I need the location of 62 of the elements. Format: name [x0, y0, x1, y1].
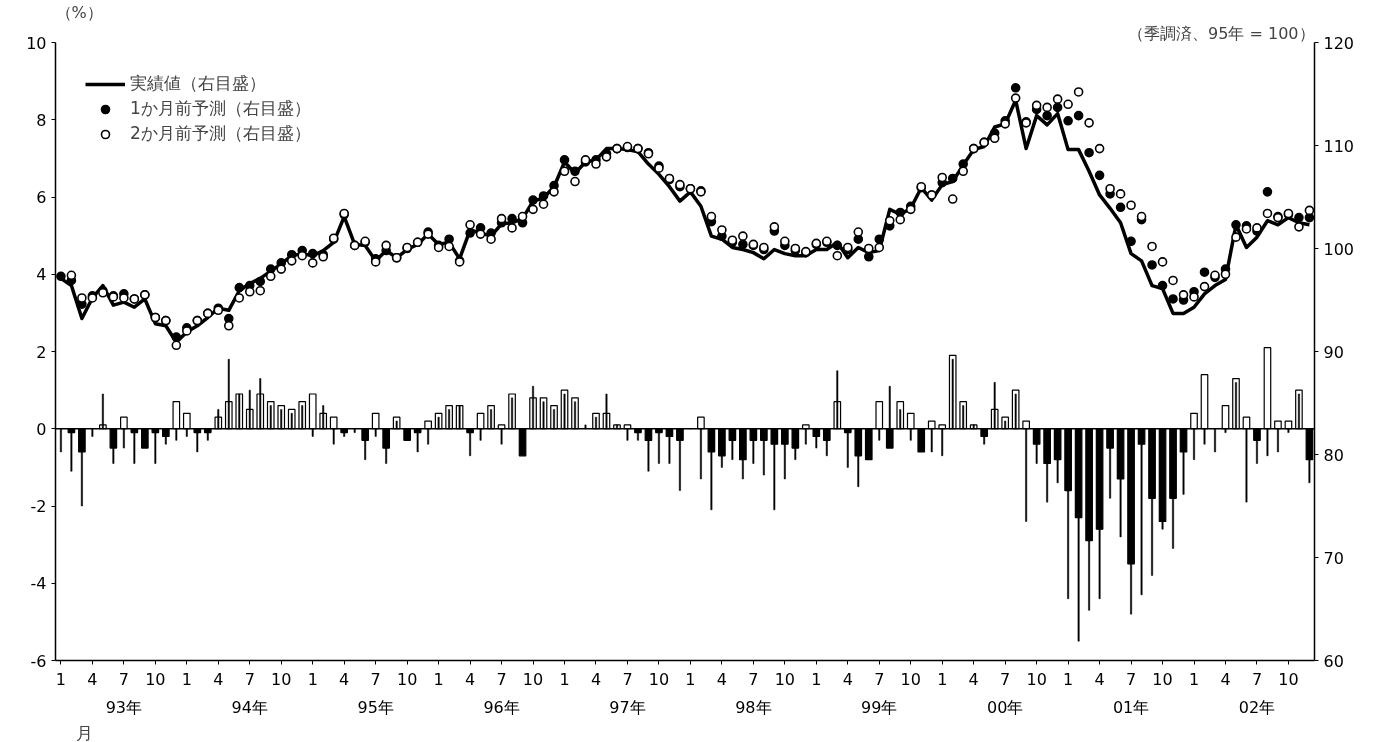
y2-tick-label: 60: [1323, 651, 1344, 671]
x-tick-label: 7 02年: [1238, 669, 1276, 717]
x-tick-label: 10: [1152, 669, 1173, 689]
y-tick-label: -4: [30, 574, 47, 594]
x-tick-label: 4: [87, 669, 98, 689]
x-tick-label: 1: [55, 669, 67, 689]
x-tick-label: 7 01年: [1112, 669, 1150, 717]
y-tick-label: 2: [36, 342, 47, 362]
x-tick-label: 10: [648, 669, 670, 689]
x-tick-label: 1: [1063, 669, 1074, 689]
x-tick-label: 10: [774, 669, 796, 689]
x-tick-label: 10: [900, 669, 921, 689]
x-tick-label: 4: [339, 669, 350, 689]
y-tick-label: 4: [36, 265, 47, 285]
x-tick-label: 1: [811, 669, 822, 689]
y2-tick-label: 80: [1323, 445, 1344, 465]
y2-tick-label: 120: [1323, 33, 1355, 53]
x-tick-label: 10: [1278, 669, 1299, 689]
x-tick-label: 10: [522, 669, 544, 689]
y-tick-label: 0: [36, 419, 47, 439]
x-tick-label: 7 99年: [861, 669, 898, 717]
x-tick-label: 7 94年: [231, 669, 268, 717]
x-tick-label: 4: [716, 669, 727, 689]
x-tick-label: 4: [465, 669, 476, 689]
x-tick-label: 7 96年: [483, 669, 520, 717]
y2-tick-label: 90: [1323, 342, 1344, 362]
y2-tick-label: 110: [1323, 136, 1355, 156]
y-tick-label: -6: [30, 651, 47, 671]
x-tick-label: 4: [842, 669, 853, 689]
x-tick-label: 10: [1026, 669, 1047, 689]
y-tick-label: -2: [30, 497, 47, 516]
x-tick-label: 1: [181, 669, 192, 689]
y2-tick-label: 100: [1323, 239, 1355, 259]
x-tick-label: 4: [590, 669, 602, 689]
legend-label: 実績値（右目盛）: [130, 72, 266, 95]
y-tick-label: 8: [36, 110, 47, 130]
x-tick-label: 1: [685, 669, 696, 689]
x-tick-label: 7 98年: [735, 669, 772, 717]
x-tick-label: 4: [213, 669, 224, 689]
x-tick-label: 7 95年: [357, 669, 394, 717]
x-tick-label: 1: [559, 669, 570, 689]
legend-label: 1か月前予測（右目盛）: [130, 97, 311, 120]
x-tick-label: 7 97年: [609, 669, 646, 717]
x-tick-label: 7 93年: [105, 669, 143, 717]
x-tick-label: 1: [1188, 669, 1200, 689]
x-tick-label: 1: [433, 669, 444, 689]
x-tick-label: 1: [937, 669, 948, 689]
y-tick-label: 10: [26, 33, 47, 53]
x-tick-label: 1: [307, 669, 318, 689]
x-tick-label: 10: [396, 669, 418, 689]
x-tick-label: 7 00年: [986, 669, 1024, 717]
x-tick-label: 10: [271, 669, 292, 689]
x-tick-label: 4: [1094, 669, 1105, 689]
y-axis-title: （%）: [55, 2, 103, 22]
legend-label: 2か月前予測（右目盛）: [130, 122, 311, 145]
y2-axis-title: （季調済、95年 = 100）: [1128, 23, 1315, 43]
x-tick-label: 10: [145, 669, 166, 689]
x-tick-label: 4: [1220, 669, 1231, 689]
x-tick-label: 4: [968, 669, 979, 689]
y2-tick-label: 70: [1323, 548, 1344, 568]
x-axis-title: 月: [75, 722, 93, 742]
y-tick-label: 6: [36, 188, 47, 207]
